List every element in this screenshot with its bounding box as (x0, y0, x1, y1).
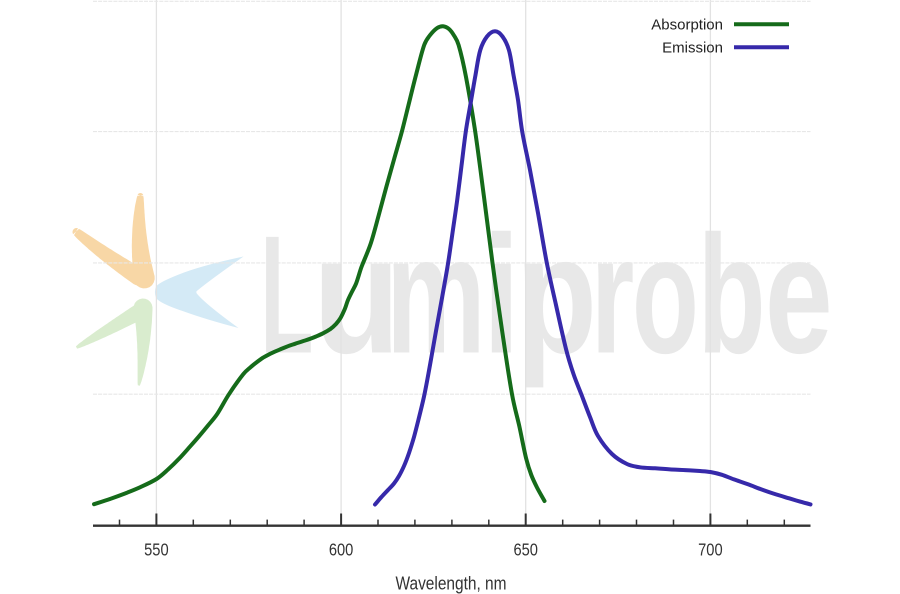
svg-text:Emission: Emission (662, 39, 723, 56)
svg-text:o: o (632, 202, 699, 389)
svg-text:u: u (313, 202, 400, 389)
svg-text:550: 550 (144, 540, 169, 560)
svg-text:600: 600 (329, 540, 354, 560)
svg-text:m: m (386, 202, 485, 389)
svg-text:p: p (516, 202, 597, 389)
svg-text:Wavelength, nm: Wavelength, nm (396, 573, 507, 594)
svg-text:r: r (591, 202, 635, 389)
svg-text:650: 650 (513, 540, 538, 560)
svg-text:Absorption: Absorption (651, 16, 723, 33)
svg-text:b: b (698, 201, 766, 389)
svg-text:L: L (260, 202, 313, 389)
svg-text:700: 700 (698, 540, 723, 560)
svg-text:e: e (765, 201, 833, 389)
